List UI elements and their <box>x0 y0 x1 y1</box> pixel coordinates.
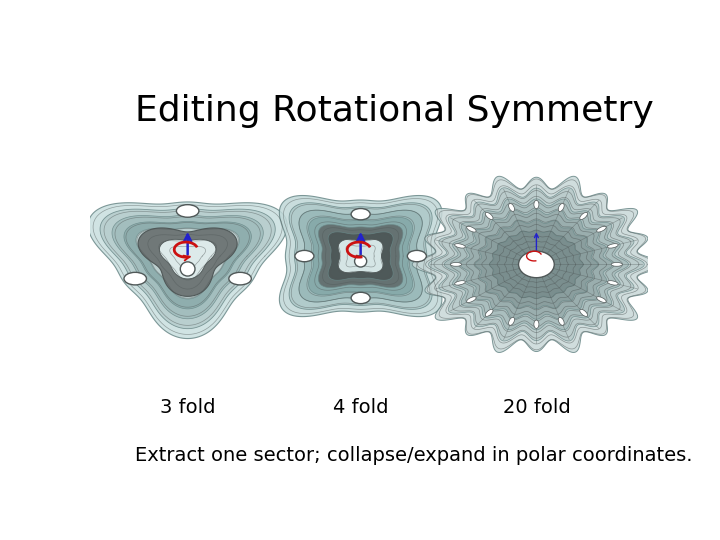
Ellipse shape <box>454 244 465 248</box>
Polygon shape <box>338 239 383 273</box>
Ellipse shape <box>485 309 493 316</box>
Ellipse shape <box>558 204 564 212</box>
Text: 20 fold: 20 fold <box>503 399 570 417</box>
Ellipse shape <box>508 318 515 325</box>
Polygon shape <box>100 208 275 329</box>
Ellipse shape <box>611 262 622 266</box>
Ellipse shape <box>229 272 251 285</box>
Ellipse shape <box>295 251 314 262</box>
Ellipse shape <box>485 212 493 219</box>
Ellipse shape <box>467 226 476 232</box>
Polygon shape <box>124 221 251 309</box>
Polygon shape <box>460 210 613 319</box>
Ellipse shape <box>508 204 515 212</box>
Ellipse shape <box>467 296 476 302</box>
Ellipse shape <box>608 244 618 248</box>
Polygon shape <box>146 233 230 291</box>
Ellipse shape <box>580 212 588 219</box>
Ellipse shape <box>534 200 539 208</box>
Ellipse shape <box>180 262 195 276</box>
Text: 3 fold: 3 fold <box>160 399 215 417</box>
Polygon shape <box>413 176 660 353</box>
Polygon shape <box>475 220 598 309</box>
Polygon shape <box>444 199 629 330</box>
Circle shape <box>518 251 554 278</box>
Ellipse shape <box>597 226 606 232</box>
Polygon shape <box>318 225 403 288</box>
Ellipse shape <box>558 318 564 325</box>
Text: Editing Rotational Symmetry: Editing Rotational Symmetry <box>135 94 653 128</box>
Ellipse shape <box>176 205 199 217</box>
Polygon shape <box>328 232 393 280</box>
Ellipse shape <box>451 262 462 266</box>
Text: 4 fold: 4 fold <box>333 399 388 417</box>
Polygon shape <box>299 210 423 302</box>
Ellipse shape <box>534 320 539 328</box>
Ellipse shape <box>597 296 606 302</box>
Polygon shape <box>159 239 216 279</box>
Ellipse shape <box>124 272 146 285</box>
Ellipse shape <box>351 208 370 220</box>
Polygon shape <box>490 231 583 298</box>
Ellipse shape <box>454 281 465 285</box>
Ellipse shape <box>580 309 588 316</box>
Polygon shape <box>309 217 413 295</box>
Polygon shape <box>428 188 644 341</box>
Polygon shape <box>112 215 264 319</box>
Polygon shape <box>289 203 432 309</box>
Polygon shape <box>88 202 287 339</box>
Ellipse shape <box>408 251 426 262</box>
Ellipse shape <box>354 255 366 267</box>
Polygon shape <box>136 228 240 299</box>
Polygon shape <box>138 228 237 296</box>
Polygon shape <box>279 195 442 316</box>
Ellipse shape <box>608 281 618 285</box>
Text: Extract one sector; collapse/expand in polar coordinates.: Extract one sector; collapse/expand in p… <box>135 446 692 465</box>
Ellipse shape <box>351 292 370 303</box>
